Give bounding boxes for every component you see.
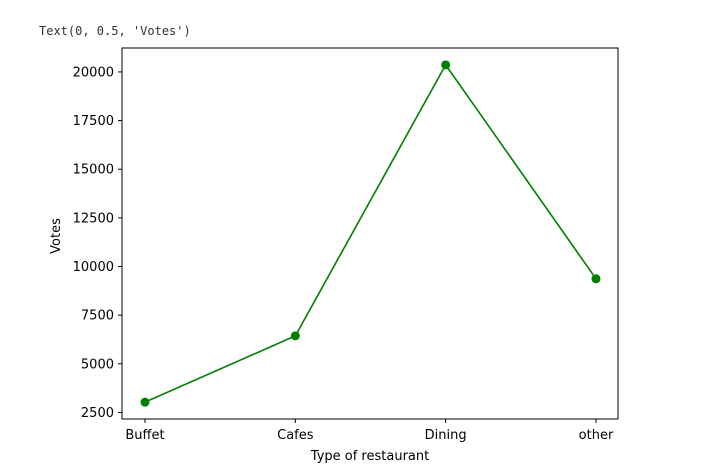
data-point bbox=[441, 60, 451, 70]
x-axis-label: Type of restaurant bbox=[310, 449, 429, 464]
data-point bbox=[290, 331, 300, 341]
y-tick-label: 5000 bbox=[81, 357, 114, 372]
data-point bbox=[140, 397, 150, 407]
y-axis-label: Votes bbox=[49, 218, 64, 254]
y-tick-label: 10000 bbox=[73, 260, 114, 275]
y-tick-label: 2500 bbox=[81, 406, 114, 421]
data-points bbox=[140, 60, 601, 407]
output-text: Text(0, 0.5, 'Votes') bbox=[39, 24, 191, 38]
x-tick-label: Buffet bbox=[125, 428, 164, 443]
plot-area bbox=[121, 47, 619, 420]
y-tick-label: 12500 bbox=[73, 211, 114, 226]
y-tick-label: 7500 bbox=[81, 309, 114, 324]
y-tick-label: 20000 bbox=[73, 65, 114, 80]
series-line bbox=[144, 63, 597, 403]
y-tick-label: 17500 bbox=[73, 114, 114, 129]
x-axis: Buffet Cafes Dining other bbox=[125, 419, 614, 443]
x-tick-label: other bbox=[579, 428, 614, 443]
y-tick-label: 15000 bbox=[73, 163, 114, 178]
x-tick-label: Dining bbox=[425, 428, 467, 443]
data-point bbox=[591, 274, 601, 284]
x-tick-label: Cafes bbox=[277, 428, 314, 443]
y-axis: 2500 5000 7500 10000 12500 15000 17500 20000 bbox=[73, 65, 122, 421]
